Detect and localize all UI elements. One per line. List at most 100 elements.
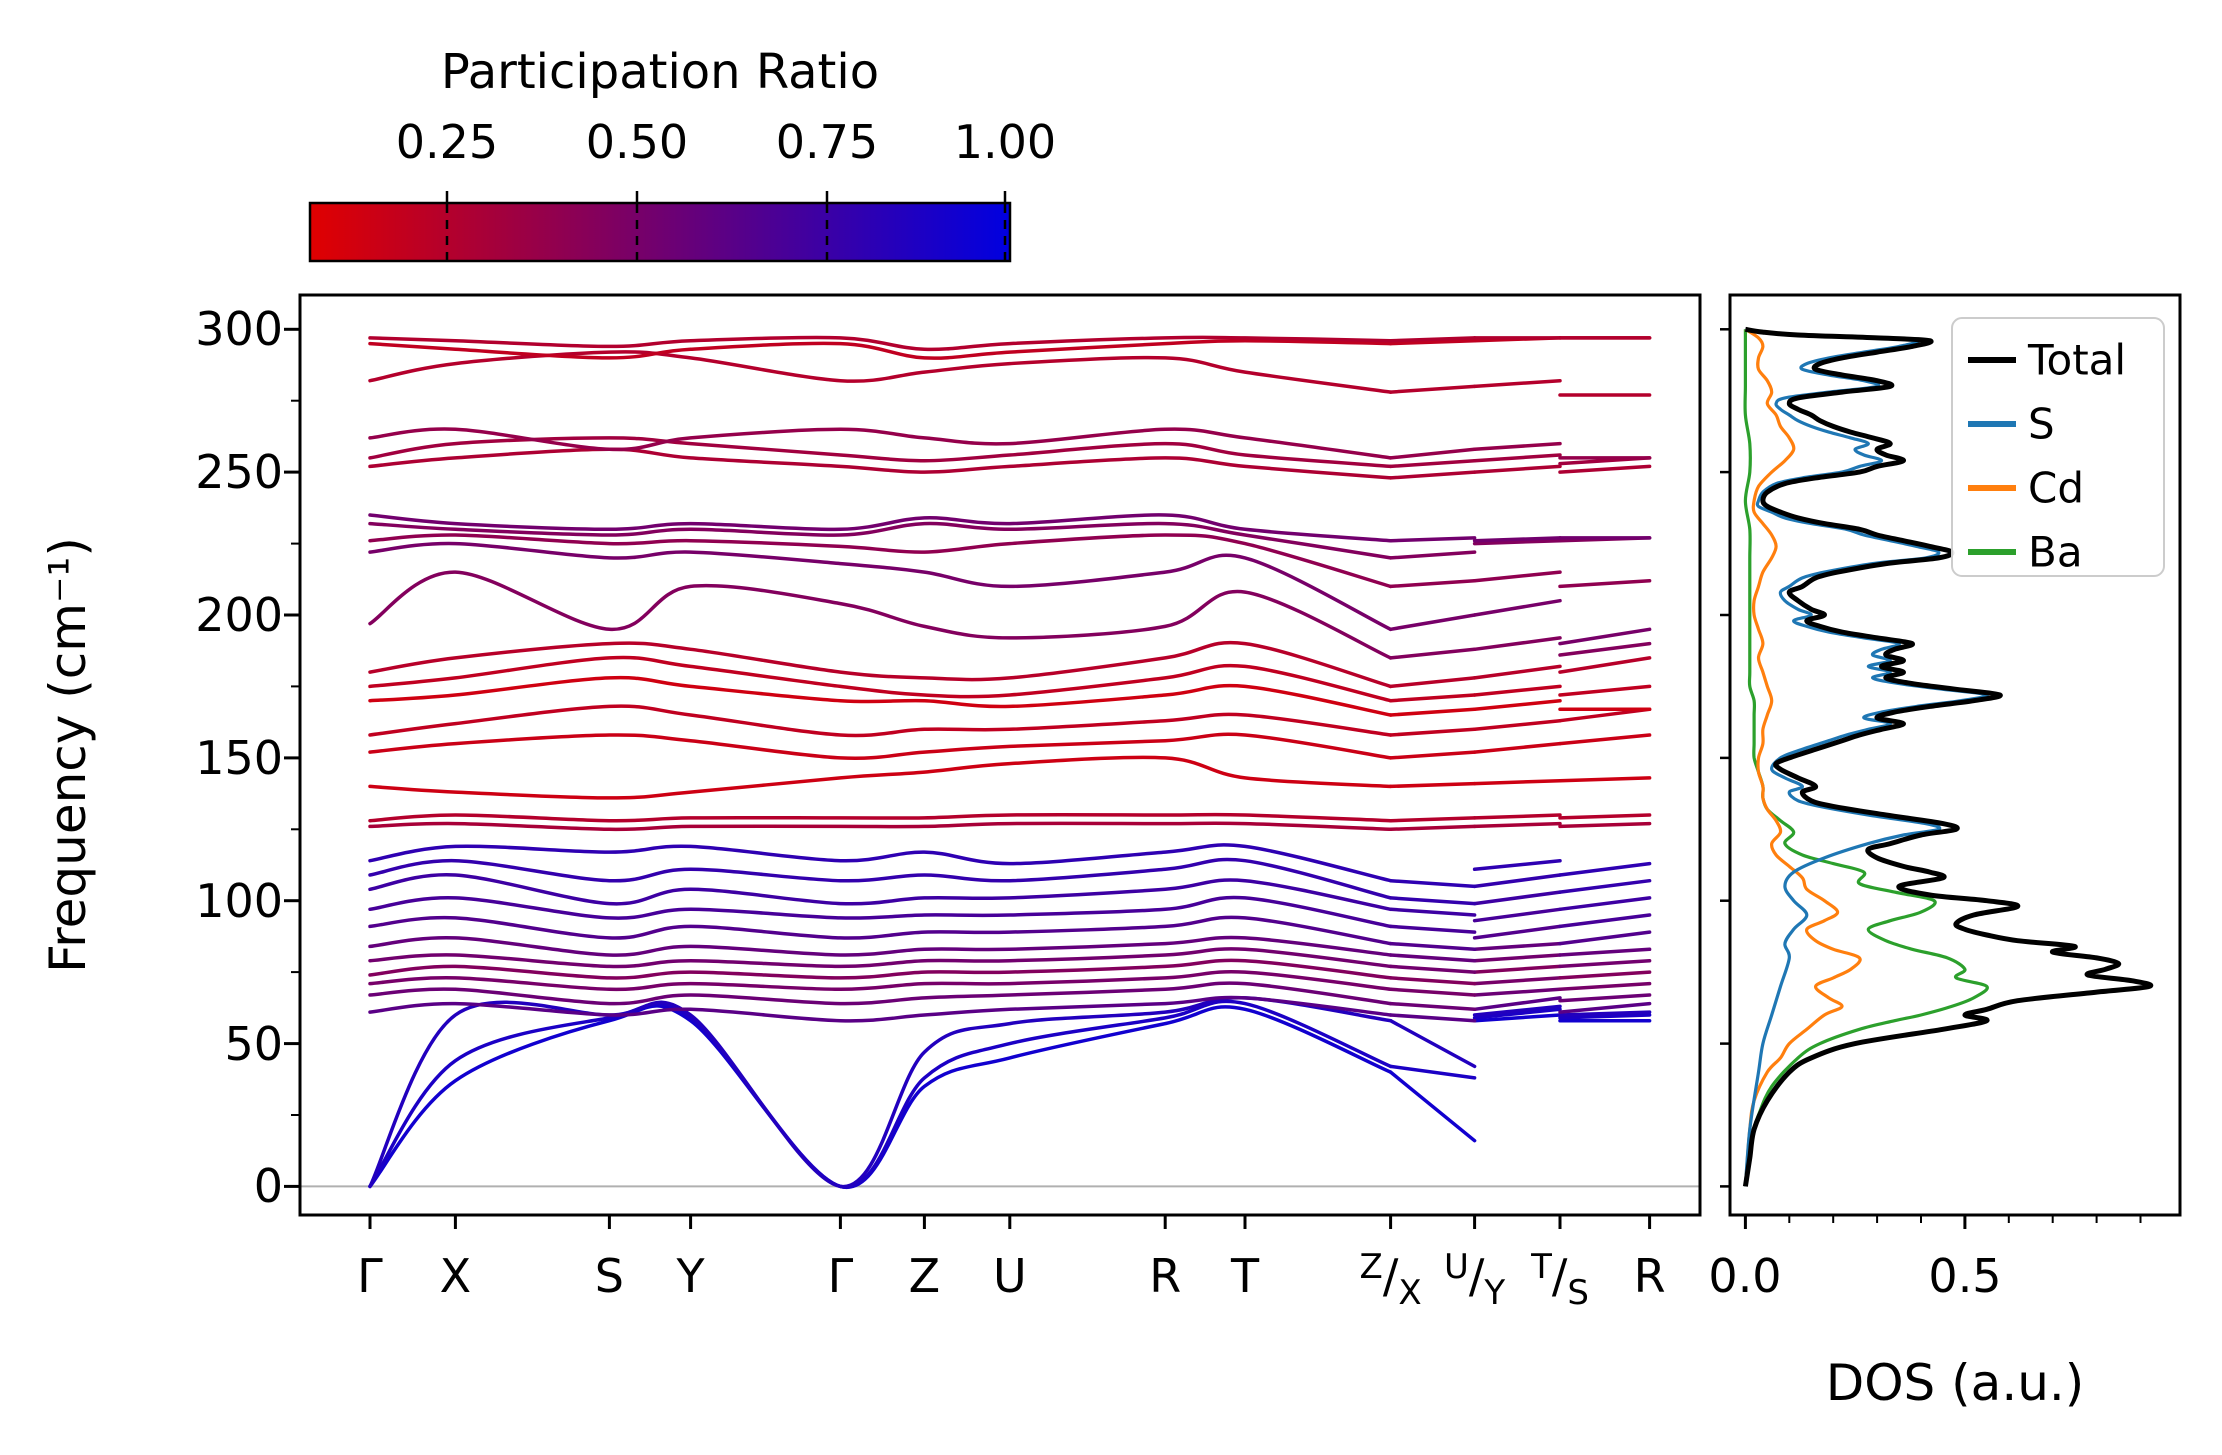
phonon-band <box>1472 441 1562 452</box>
phonon-band <box>1558 641 1652 657</box>
dos-curve-total <box>1742 326 2154 1187</box>
phonon-band <box>1388 964 1477 974</box>
phonon-band <box>1558 947 1652 957</box>
y-tick-label: 250 <box>195 445 283 499</box>
phonon-band <box>1472 698 1562 712</box>
phonon-band <box>1558 821 1652 829</box>
y-tick-label: 100 <box>195 874 283 928</box>
colorbar-tick-label: 0.50 <box>586 115 688 169</box>
phonon-band <box>1388 1064 1477 1080</box>
kpoint-label: T <box>1230 1249 1260 1303</box>
kpoint-label: R <box>1149 1249 1181 1303</box>
phonon-band <box>1472 987 1562 997</box>
phonon-band <box>1558 656 1652 674</box>
phonon-band <box>1472 684 1562 697</box>
phonon-band <box>1388 458 1477 469</box>
phonon-band <box>1388 536 1477 543</box>
kpoint-label: R <box>1634 1249 1666 1303</box>
phonon-band <box>1388 384 1477 394</box>
phonon-band <box>1558 993 1652 1003</box>
phonon-band <box>368 427 1393 460</box>
phonon-band <box>1388 693 1477 703</box>
band-structure-panel: 300 250 200 150 100 50 0 Frequency (cm⁻¹… <box>39 293 1702 1313</box>
phonon-band <box>1558 958 1652 969</box>
phonon-band <box>1388 824 1477 832</box>
phonon-band <box>368 521 1393 560</box>
phonon-band <box>1472 996 1562 1012</box>
phonon-band <box>1388 447 1477 460</box>
dos-legend: Total S Cd Ba <box>1951 317 2165 577</box>
phonon-band <box>368 513 1393 543</box>
phonon-band <box>368 541 1393 632</box>
phonon-band <box>1388 924 1477 934</box>
phonon-band <box>1388 613 1477 632</box>
dos-x-tick-label: 0.0 <box>1708 1249 1781 1303</box>
phonon-band <box>368 958 1393 980</box>
phonon-band <box>1558 930 1652 946</box>
kpoint-label: X <box>440 1249 472 1303</box>
phonon-band <box>1388 878 1477 889</box>
phonon-band <box>368 857 1393 900</box>
phonon-band <box>1472 778 1562 786</box>
phonon-band <box>1472 536 1562 543</box>
phonon-band <box>368 732 1393 761</box>
phonon-band <box>1472 1004 1562 1017</box>
phonon-band <box>1388 578 1477 589</box>
phonon-band <box>1558 776 1652 783</box>
phonon-band <box>1558 578 1652 589</box>
phonon-band <box>1472 821 1562 829</box>
phonon-band <box>1558 970 1652 980</box>
phonon-band <box>1388 941 1477 952</box>
y-tick-label: 0 <box>254 1159 283 1213</box>
phonon-band <box>1388 1013 1477 1023</box>
phonon-band <box>1472 953 1562 963</box>
y-axis-label: Frequency (cm⁻¹) <box>39 537 97 973</box>
phonon-band <box>1388 907 1477 917</box>
phonon-band <box>1558 1013 1652 1020</box>
kpoint-label: U <box>993 1249 1027 1303</box>
phonon-band <box>368 969 1393 992</box>
phonon-band <box>1388 1001 1477 1012</box>
phonon-band <box>1558 627 1652 646</box>
phonon-band <box>1388 781 1477 789</box>
main-axes-frame <box>298 293 1702 1217</box>
dos-panel: 0.0 0.5 DOS (a.u.) Total S Cd Ba <box>1708 293 2182 1412</box>
phonon-band <box>1388 676 1477 689</box>
phonon-band <box>1388 953 1477 963</box>
phonon-band <box>1388 1018 1477 1069</box>
y-tick-label: 200 <box>195 588 283 642</box>
kpoint-label: U/Y <box>1444 1247 1505 1313</box>
phonon-band <box>1472 636 1562 652</box>
dos-x-tick-label: 0.5 <box>1928 1249 2001 1303</box>
phonon-band <box>1558 981 1652 992</box>
dos-axes-frame <box>1728 293 2182 1217</box>
phonon-band <box>368 338 1393 360</box>
phonon-band <box>368 895 1393 929</box>
dos-curves-group <box>1742 326 2154 1187</box>
phonon-band <box>368 981 1393 1006</box>
legend-label-s: S <box>2028 400 2055 449</box>
phonon-band <box>1472 976 1562 986</box>
phonon-band <box>1472 538 1562 546</box>
phonon-band <box>1388 470 1477 480</box>
phonon-band <box>368 843 1393 883</box>
phonon-band <box>1388 987 1477 997</box>
kpoint-label: Γ <box>828 1249 854 1303</box>
legend-box <box>1951 317 2165 577</box>
legend-label-ba: Ba <box>2028 528 2083 577</box>
kpoint-label: Γ <box>357 1249 383 1303</box>
kpoint-label: Y <box>676 1249 706 1303</box>
phonon-band <box>1388 896 1477 906</box>
phonon-band <box>1472 873 1562 889</box>
phonon-band <box>368 570 1393 660</box>
phonon-band <box>1558 861 1652 877</box>
phonon-band <box>368 533 1393 589</box>
phonon-band <box>368 350 1393 394</box>
phonon-band <box>1558 684 1652 697</box>
colorbar-gradient-bar <box>308 201 1012 263</box>
kpoint-label: S <box>595 1249 624 1303</box>
phonon-band <box>1472 964 1562 974</box>
phonon-band <box>1558 878 1652 894</box>
phonon-band <box>368 812 1393 823</box>
